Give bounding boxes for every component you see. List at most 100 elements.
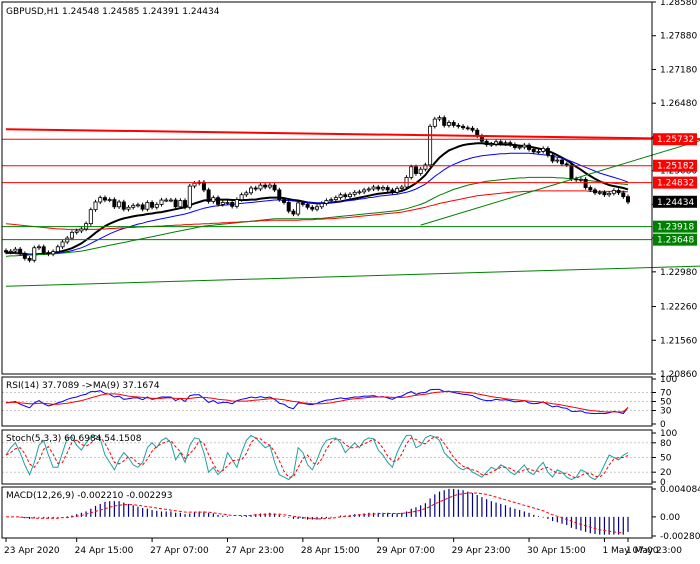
- candle-body: [211, 197, 216, 202]
- price-axis[interactable]: 1.285801.278801.271801.264801.257801.250…: [652, 0, 697, 380]
- candle-body: [112, 199, 117, 208]
- rsi-guides: [2, 392, 652, 411]
- price-tag-box: [653, 176, 697, 189]
- horizontal-levels[interactable]: [2, 138, 652, 241]
- candle-body: [126, 206, 131, 210]
- candle-body: [154, 203, 159, 208]
- candle-body: [597, 191, 602, 194]
- candle-body: [508, 142, 513, 146]
- candle-body: [159, 199, 164, 205]
- candle-body: [343, 194, 348, 198]
- rsi-tick-label: 50: [660, 398, 672, 408]
- candle-body: [267, 184, 272, 188]
- candle-body: [329, 199, 334, 201]
- price-tag-box: [653, 159, 697, 172]
- candle-body: [183, 200, 188, 208]
- macd-panel[interactable]: 0.004084 0.00 -0.002801 MACD(12,26,9) -0.0…: [1, 485, 700, 542]
- stochastic-title: Stoch(5,3,3) 60.6984 54.1508: [6, 434, 142, 444]
- macd-signal-line: [6, 492, 624, 534]
- candle-body: [602, 191, 607, 196]
- candle-body: [88, 209, 93, 225]
- macd-title: MACD(12,26,9) -0.002210 -0.002293: [6, 491, 172, 501]
- candle-body: [206, 189, 211, 202]
- candle-body: [611, 190, 616, 194]
- candle-body: [498, 141, 503, 145]
- candle-body: [178, 200, 183, 208]
- candle-body: [234, 199, 239, 207]
- candle-body: [494, 141, 499, 145]
- rsi-title: RSI(14) 37.7089 ->MA(9) 37.1674: [6, 381, 160, 391]
- candle-body: [46, 252, 51, 255]
- trend-lines[interactable]: [5, 125, 700, 287]
- time-axis[interactable]: 23 Apr 2020 24 Apr 15:00 27 Apr 07:00 27 Ap…: [4, 538, 682, 556]
- price-panel[interactable]: 1.285801.278801.271801.264801.257801.250…: [1, 0, 700, 380]
- candle-body: [522, 144, 527, 148]
- candle-body: [446, 122, 451, 126]
- candle-body: [616, 190, 621, 194]
- candle-body: [550, 154, 555, 162]
- candle-body: [409, 166, 414, 178]
- price-tick-label: 1.20860: [660, 370, 697, 380]
- candle-body: [286, 202, 291, 212]
- price-tick-label: 1.22260: [660, 303, 697, 313]
- moving-average-line: [6, 152, 629, 255]
- candle-body: [69, 231, 74, 239]
- candle-body: [107, 199, 112, 201]
- price-tag-box: [653, 220, 697, 233]
- rsi-tick-label: 30: [660, 407, 672, 417]
- candle-body: [588, 187, 593, 191]
- candle-body: [333, 197, 338, 200]
- candle-body: [32, 247, 37, 261]
- candle-body: [258, 184, 263, 190]
- candle-body: [607, 192, 612, 196]
- candle-body: [253, 187, 258, 190]
- candle-body: [366, 188, 371, 191]
- time-tick-label: 27 Apr 07:00: [150, 546, 209, 556]
- candle-body: [390, 189, 395, 193]
- stochastic-tick-label: 80: [660, 439, 672, 449]
- time-tick-label: 28 Apr 15:00: [301, 546, 360, 556]
- candle-body: [569, 164, 574, 180]
- macd-panel-frame: [1, 486, 653, 539]
- candle-body: [282, 199, 287, 203]
- candle-body: [371, 186, 376, 190]
- candle-body: [385, 187, 390, 191]
- candle-body: [41, 246, 46, 253]
- candle-body: [564, 163, 569, 166]
- candle-body: [22, 253, 27, 259]
- time-tick-label: 23 Apr 2020: [4, 546, 60, 556]
- candle-body: [545, 148, 550, 156]
- price-tick-label: 1.27180: [660, 65, 697, 75]
- rsi-lines: [5, 388, 629, 415]
- price-tag-label: 1.25732: [657, 135, 694, 145]
- price-tag-label: 1.24434: [657, 198, 694, 208]
- candle-body: [418, 168, 423, 174]
- time-tick-label: 24 Apr 15:00: [75, 546, 134, 556]
- candle-body: [272, 184, 277, 191]
- candle-body: [593, 189, 598, 194]
- moving-average-line: [5, 190, 629, 230]
- stochastic-lines: [5, 434, 629, 481]
- candle-body: [140, 204, 145, 210]
- price-tag-box: [653, 133, 697, 146]
- candle-body: [18, 248, 23, 254]
- time-tick-label: 29 Apr 07:00: [376, 546, 435, 556]
- candle-body: [117, 201, 122, 208]
- rsi-tick-label: 0: [660, 420, 666, 430]
- candle-body: [220, 202, 225, 205]
- time-tick-label: 1 May 07:00: [602, 546, 658, 556]
- candle-body: [484, 140, 489, 146]
- macd-signal: [6, 492, 624, 534]
- stochastic-guides: [2, 442, 652, 473]
- time-tick-label: 29 Apr 23:00: [452, 546, 511, 556]
- candle-body: [399, 186, 404, 189]
- candle-body: [451, 122, 456, 126]
- candle-body: [461, 125, 466, 129]
- rsi-tick-label: 100: [660, 375, 677, 385]
- candle-body: [150, 202, 155, 208]
